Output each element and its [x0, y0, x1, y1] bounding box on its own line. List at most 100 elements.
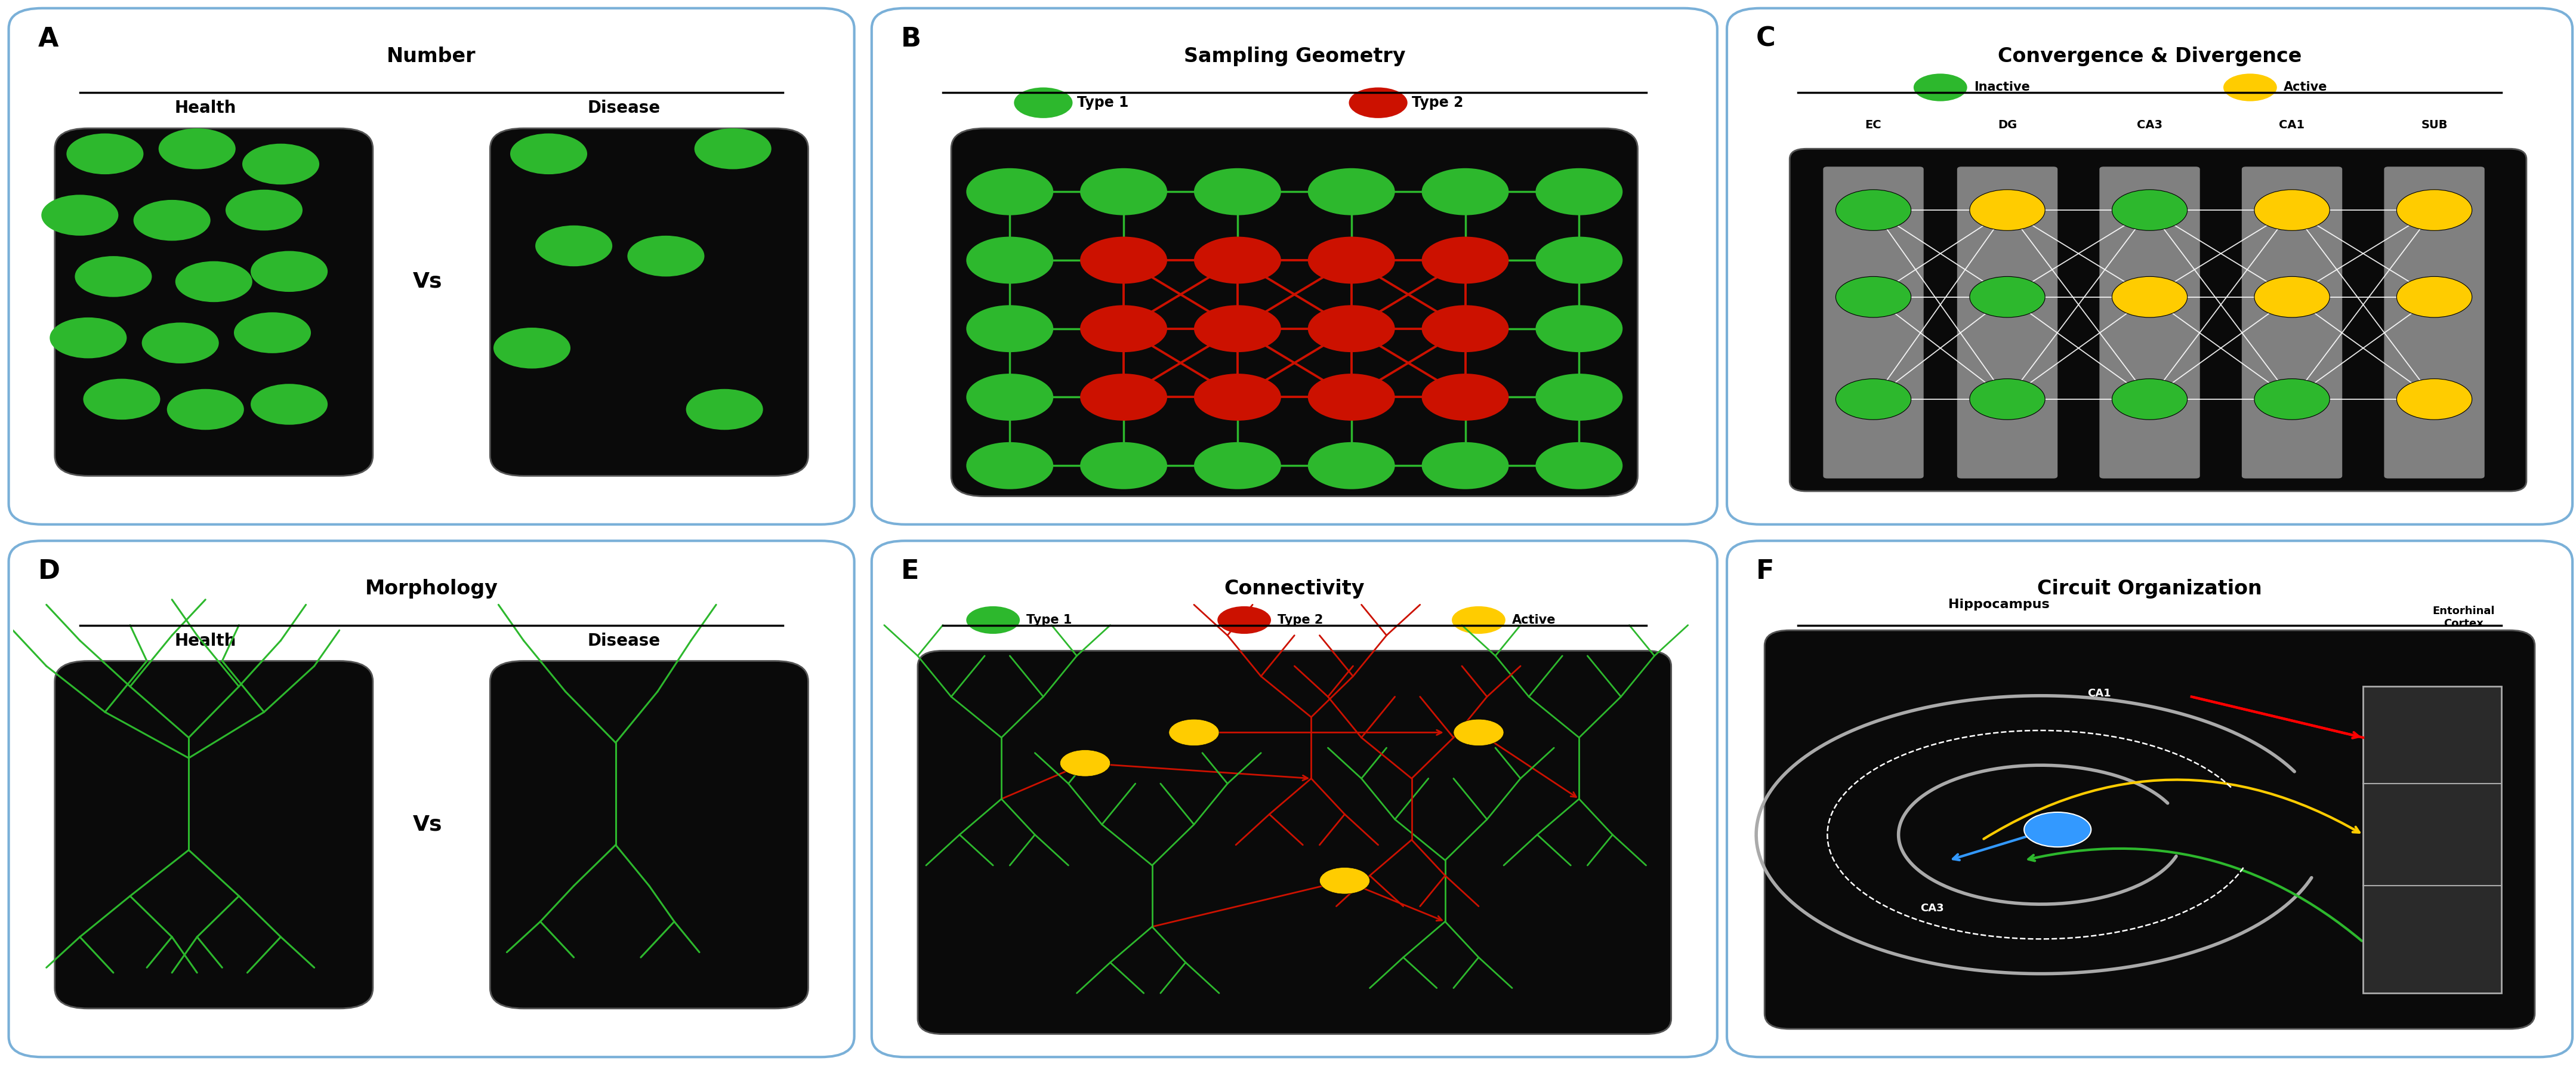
Ellipse shape [142, 323, 219, 364]
Ellipse shape [1195, 168, 1280, 215]
Ellipse shape [1061, 750, 1110, 777]
Ellipse shape [1535, 442, 1623, 490]
Text: CA3: CA3 [1919, 903, 1945, 914]
Text: E: E [902, 558, 920, 584]
Ellipse shape [49, 317, 126, 358]
Text: Type 2: Type 2 [1278, 614, 1324, 626]
Text: Entorhinal
Cortex: Entorhinal Cortex [2432, 606, 2494, 629]
Ellipse shape [2112, 277, 2187, 317]
FancyBboxPatch shape [871, 9, 1718, 524]
Ellipse shape [1535, 237, 1623, 284]
Ellipse shape [1079, 237, 1167, 284]
Ellipse shape [966, 237, 1054, 284]
Text: Hippocampus: Hippocampus [1947, 598, 2050, 611]
Text: III: III [2476, 830, 2486, 840]
Text: Type 1: Type 1 [1077, 96, 1128, 110]
Ellipse shape [2112, 379, 2187, 420]
Text: V: V [2476, 712, 2483, 722]
Ellipse shape [227, 189, 301, 230]
Ellipse shape [82, 379, 160, 420]
Text: Type 2: Type 2 [1412, 96, 1463, 110]
Ellipse shape [1309, 442, 1396, 490]
Ellipse shape [495, 327, 569, 368]
Text: DG: DG [1999, 119, 2017, 130]
Text: Health: Health [175, 633, 237, 649]
Text: SUB: SUB [2421, 119, 2447, 130]
Ellipse shape [1453, 606, 1504, 634]
Ellipse shape [2254, 379, 2329, 420]
Ellipse shape [1535, 168, 1623, 215]
Ellipse shape [966, 606, 1020, 634]
FancyBboxPatch shape [2241, 167, 2342, 479]
Ellipse shape [242, 143, 319, 185]
FancyBboxPatch shape [54, 128, 374, 476]
Ellipse shape [1079, 442, 1167, 490]
Ellipse shape [1079, 373, 1167, 421]
Ellipse shape [1309, 373, 1396, 421]
Text: Inactive: Inactive [1973, 82, 2030, 94]
Text: D: D [39, 558, 59, 584]
Ellipse shape [1422, 373, 1510, 421]
Ellipse shape [175, 261, 252, 302]
Text: II: II [2476, 937, 2483, 947]
Ellipse shape [1195, 237, 1280, 284]
FancyBboxPatch shape [54, 661, 374, 1008]
Text: DG: DG [2048, 821, 2066, 832]
Ellipse shape [160, 128, 234, 169]
Ellipse shape [134, 200, 211, 241]
FancyBboxPatch shape [2362, 686, 2501, 993]
Ellipse shape [1350, 87, 1406, 118]
Text: CA1: CA1 [2087, 689, 2112, 699]
FancyBboxPatch shape [1824, 167, 1924, 479]
Text: B: B [902, 26, 922, 52]
Text: Convergence & Divergence: Convergence & Divergence [1999, 46, 2300, 67]
Text: Active: Active [2285, 82, 2329, 94]
FancyBboxPatch shape [489, 128, 809, 476]
Ellipse shape [1837, 277, 1911, 317]
Text: Disease: Disease [587, 633, 659, 649]
Ellipse shape [1218, 606, 1270, 634]
Ellipse shape [536, 225, 613, 267]
Text: A: A [39, 26, 59, 52]
Ellipse shape [2396, 189, 2473, 230]
Ellipse shape [1971, 379, 2045, 420]
Text: Number: Number [386, 46, 477, 67]
Text: Disease: Disease [587, 100, 659, 116]
FancyBboxPatch shape [951, 128, 1638, 496]
Ellipse shape [250, 251, 327, 292]
Ellipse shape [1195, 373, 1280, 421]
FancyBboxPatch shape [8, 541, 855, 1057]
Text: Sampling Geometry: Sampling Geometry [1182, 46, 1406, 67]
FancyBboxPatch shape [871, 541, 1718, 1057]
Ellipse shape [1422, 237, 1510, 284]
Ellipse shape [2254, 277, 2329, 317]
Ellipse shape [2396, 277, 2473, 317]
Ellipse shape [2223, 73, 2277, 101]
Text: Vs: Vs [412, 271, 443, 292]
FancyBboxPatch shape [1726, 541, 2573, 1057]
Ellipse shape [1971, 189, 2045, 230]
Text: C: C [1757, 26, 1775, 52]
Ellipse shape [1309, 306, 1396, 352]
Ellipse shape [1195, 442, 1280, 490]
Ellipse shape [2254, 189, 2329, 230]
Ellipse shape [685, 388, 762, 429]
Text: Type 1: Type 1 [1025, 614, 1072, 626]
Text: F: F [1757, 558, 1775, 584]
FancyBboxPatch shape [8, 9, 855, 524]
Text: Circuit Organization: Circuit Organization [2038, 579, 2262, 599]
Ellipse shape [1309, 168, 1396, 215]
FancyBboxPatch shape [917, 651, 1672, 1034]
FancyBboxPatch shape [2099, 167, 2200, 479]
Ellipse shape [234, 312, 312, 353]
Ellipse shape [1535, 306, 1623, 352]
Text: CA1: CA1 [2280, 119, 2306, 130]
Ellipse shape [1079, 306, 1167, 352]
Ellipse shape [1422, 306, 1510, 352]
Ellipse shape [75, 256, 152, 297]
Ellipse shape [696, 128, 770, 169]
Ellipse shape [1914, 73, 1968, 101]
Ellipse shape [1837, 189, 1911, 230]
Ellipse shape [1015, 87, 1072, 118]
Ellipse shape [1453, 719, 1504, 746]
